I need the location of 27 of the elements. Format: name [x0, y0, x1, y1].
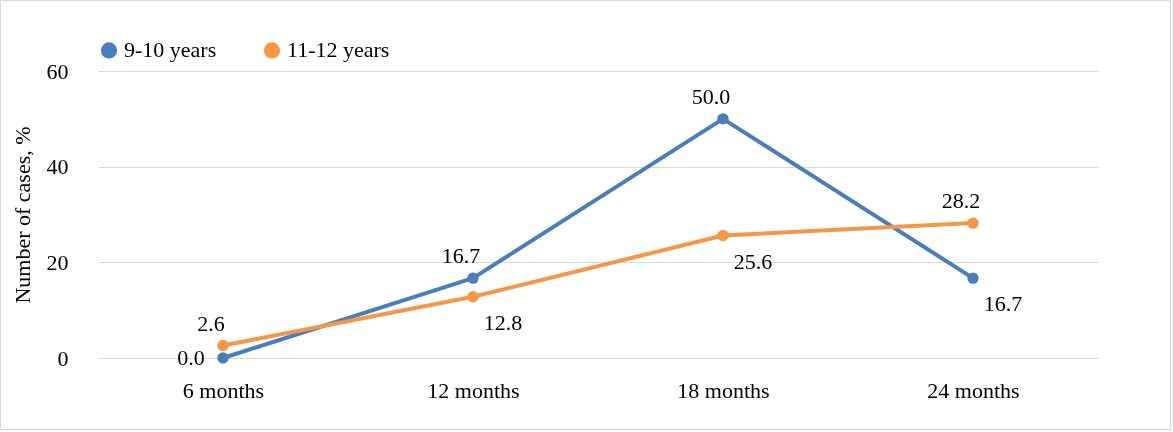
y-tick-label: 0 [57, 345, 69, 371]
data-label: 16.7 [441, 243, 481, 269]
point [217, 339, 229, 352]
data-label: 0.0 [177, 345, 205, 370]
point [717, 229, 729, 242]
data-label: 16.7 [983, 291, 1023, 317]
data-label: 2.6 [197, 310, 225, 336]
x-tick-label: 24 months [927, 377, 1020, 403]
y-axis-title: Number of cases, % [9, 126, 35, 304]
point [717, 113, 729, 125]
data-label: 12.8 [483, 309, 523, 335]
y-tick-label: 40 [46, 154, 69, 180]
x-tick-label: 6 months [182, 377, 265, 403]
point [467, 291, 479, 303]
point [967, 272, 979, 284]
legend-label: 11-12 years [287, 37, 390, 63]
y-tick-label: 60 [46, 58, 69, 84]
data-label: 25.6 [733, 248, 773, 274]
data-label: 50.0 [691, 83, 731, 109]
point [967, 217, 979, 229]
legend-label: 9-10 years [124, 37, 217, 63]
y-tick-label: 20 [46, 249, 69, 275]
x-tick-label: 12 months [427, 377, 520, 403]
point [467, 272, 479, 284]
data-label: 28.2 [941, 188, 981, 214]
point [217, 352, 229, 364]
x-tick-label: 18 months [677, 377, 770, 403]
